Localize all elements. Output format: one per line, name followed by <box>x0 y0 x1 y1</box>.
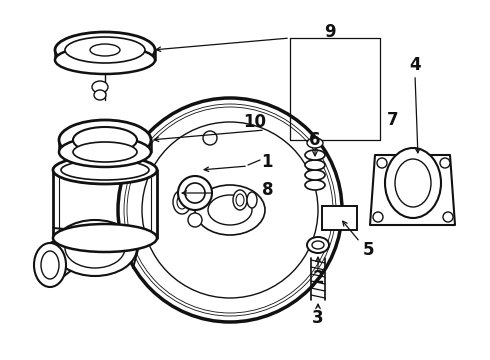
Text: 10: 10 <box>244 113 267 131</box>
Circle shape <box>440 158 450 168</box>
Ellipse shape <box>178 176 212 210</box>
Circle shape <box>377 158 387 168</box>
Circle shape <box>118 98 342 322</box>
Ellipse shape <box>233 190 247 210</box>
Ellipse shape <box>59 137 151 167</box>
Ellipse shape <box>90 44 120 56</box>
Ellipse shape <box>208 195 252 225</box>
Ellipse shape <box>41 251 59 279</box>
Ellipse shape <box>55 46 155 74</box>
Ellipse shape <box>92 81 108 93</box>
Text: 1: 1 <box>261 153 273 171</box>
Ellipse shape <box>53 156 157 184</box>
Ellipse shape <box>312 241 324 249</box>
Circle shape <box>127 107 333 313</box>
Text: 8: 8 <box>262 181 274 199</box>
Text: 9: 9 <box>324 23 336 41</box>
Circle shape <box>130 110 330 310</box>
Ellipse shape <box>305 180 325 190</box>
Polygon shape <box>370 155 455 225</box>
Ellipse shape <box>305 170 325 180</box>
Ellipse shape <box>65 228 125 268</box>
Circle shape <box>188 213 202 227</box>
Ellipse shape <box>185 183 205 203</box>
Ellipse shape <box>395 159 431 207</box>
Circle shape <box>124 104 336 316</box>
Ellipse shape <box>55 32 155 68</box>
Ellipse shape <box>73 127 137 153</box>
Ellipse shape <box>94 90 106 100</box>
Ellipse shape <box>247 192 257 208</box>
Text: 5: 5 <box>362 241 374 259</box>
Ellipse shape <box>305 160 325 170</box>
Text: 2: 2 <box>312 269 324 287</box>
Ellipse shape <box>307 237 329 253</box>
Circle shape <box>443 212 453 222</box>
Ellipse shape <box>173 190 191 214</box>
Bar <box>322 206 357 230</box>
Ellipse shape <box>73 142 137 162</box>
Ellipse shape <box>307 138 323 148</box>
Circle shape <box>373 212 383 222</box>
Ellipse shape <box>65 37 145 63</box>
Ellipse shape <box>236 194 244 206</box>
Ellipse shape <box>305 150 325 160</box>
Ellipse shape <box>385 148 441 218</box>
Ellipse shape <box>34 243 66 287</box>
Text: 7: 7 <box>387 111 399 129</box>
Text: 3: 3 <box>312 309 324 327</box>
Ellipse shape <box>59 120 151 160</box>
Text: 6: 6 <box>309 131 321 149</box>
Ellipse shape <box>61 160 149 180</box>
Ellipse shape <box>195 185 265 235</box>
Ellipse shape <box>53 220 137 276</box>
Circle shape <box>203 131 217 145</box>
Circle shape <box>142 122 318 298</box>
Ellipse shape <box>53 224 157 252</box>
Ellipse shape <box>177 195 187 209</box>
Text: 4: 4 <box>409 56 421 74</box>
